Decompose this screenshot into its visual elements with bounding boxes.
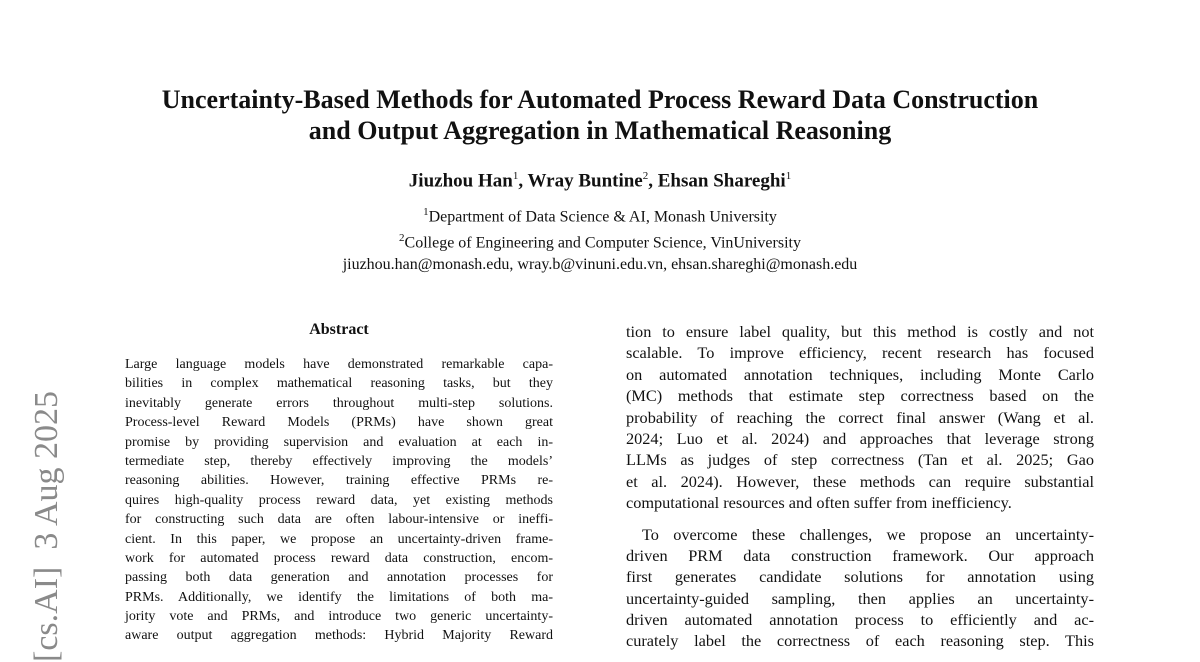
abstract-line: bilities in complex mathematical reasoni… [125, 376, 553, 392]
body-line: LLMs as judges of step correctness (Tan … [626, 450, 1094, 470]
left-column: Abstract Large language models have demo… [125, 321, 553, 646]
paper-page: [cs.AI] 3 Aug 2025 Uncertainty-Based Met… [0, 84, 1200, 662]
affiliation-mark: 1 [423, 206, 429, 218]
abstract-line: work for automated process reward data c… [125, 550, 553, 566]
body-line: on automated annotation techniques, incl… [626, 364, 1094, 384]
author-separator: , [648, 170, 658, 192]
body-line: 2024; Luo et al. 2024) and approaches th… [626, 428, 1094, 448]
author-name: Jiuzhou Han [408, 170, 513, 192]
affiliation-mark: 2 [399, 231, 405, 244]
affiliation-text: College of Engineering and Computer Scie… [404, 234, 801, 252]
abstract-line: aware output aggregation methods: Hybrid… [125, 628, 553, 644]
abstract-line: jority vote and PRMs, and introduce two … [125, 609, 553, 625]
paragraph: tion to ensure label quality, but this m… [626, 321, 1094, 514]
abstract-line: cient. In this paper, we propose an unce… [125, 531, 553, 547]
abstract-line: promise by providing supervision and eva… [125, 434, 553, 450]
body-line: computational resources and often suffer… [626, 493, 1012, 513]
body-line: first generates candidate solutions for … [626, 567, 1094, 587]
abstract-line: inevitably generate errors throughout mu… [125, 395, 553, 411]
body-line: To overcome these challenges, we propose… [642, 524, 1094, 544]
abstract-line: passing both data generation and annotat… [125, 570, 553, 586]
abstract-line: for constructing such data are often lab… [125, 512, 553, 528]
body-line: scalable. To improve efficiency, recent … [626, 343, 1094, 363]
authors: Jiuzhou Han1, Wray Buntine2, Ehsan Share… [0, 170, 1200, 192]
affiliation-text: Department of Data Science & AI, Monash … [428, 208, 777, 226]
author-mark: 1 [785, 170, 792, 182]
arxiv-sidebar: [cs.AI] 3 Aug 2025 [28, 390, 65, 662]
abstract-line: PRMs. Additionally, we identify the limi… [125, 589, 553, 605]
abstract-line: Large language models have demonstrated … [125, 357, 553, 372]
emails: jiuzhou.han@monash.edu, wray.b@vinuni.ed… [342, 255, 858, 273]
title-line: and Output Aggregation in Mathematical R… [308, 116, 892, 145]
author-separator: , [518, 170, 528, 192]
body-line: et al. 2024). However, these methods can… [626, 471, 1094, 491]
paragraph: To overcome these challenges, we propose… [626, 524, 1094, 652]
body-line: (MC) methods that estimate step correctn… [626, 386, 1094, 406]
abstract-heading: Abstract [309, 321, 369, 338]
author-name: Ehsan Shareghi [657, 170, 786, 192]
affiliation: 2College of Engineering and Computer Sci… [0, 228, 1200, 254]
affiliations: 1Department of Data Science & AI, Monash… [0, 202, 1200, 275]
abstract-line: termediate step, thereby effectively imp… [125, 453, 553, 469]
abstract-line: quires high-quality process reward data,… [125, 492, 553, 508]
abstract-line: Process-level Reward Models (PRMs) have … [125, 415, 553, 431]
author-mark: 2 [642, 170, 649, 182]
title-line: Uncertainty-Based Methods for Automated … [161, 85, 1039, 114]
body-line: probability of reaching the correct fina… [626, 407, 1094, 427]
body-line: tion to ensure label quality, but this m… [626, 322, 1094, 341]
affiliation: 1Department of Data Science & AI, Monash… [0, 202, 1200, 228]
body-line: driven automated annotation process to e… [626, 610, 1094, 630]
author-name: Wray Buntine [527, 170, 643, 192]
body-line: curately label the correctness of each r… [626, 631, 1094, 651]
abstract-line: reasoning abilities. However, training e… [125, 473, 553, 489]
body-line: uncertainty-guided sampling, then applie… [626, 588, 1094, 608]
body-line: driven PRM data construction framework. … [626, 545, 1094, 565]
abstract-body: Large language models have demonstrated … [125, 355, 553, 646]
right-column: tion to ensure label quality, but this m… [626, 321, 1094, 662]
title: Uncertainty-Based Methods for Automated … [0, 84, 1200, 146]
author-mark: 1 [512, 170, 519, 182]
